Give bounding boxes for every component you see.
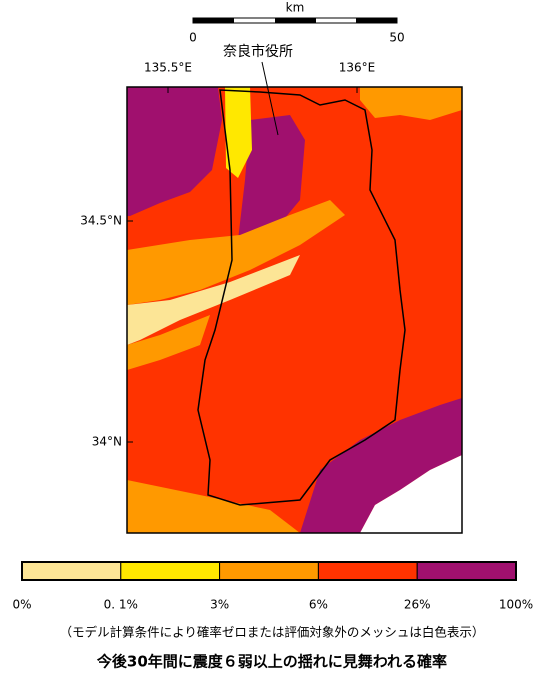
map [126,61,463,534]
scale-start: 0 [189,31,197,45]
note: （モデル計算条件により確率ゼロまたは評価対象外のメッシュは白色表示） [60,625,485,640]
legend-label: 26% [404,598,431,612]
scale-end: 50 [389,31,404,45]
map-zone [225,87,252,178]
longitude-label: 135.5°E [144,61,192,75]
scale-unit: km [286,1,305,15]
title: 今後30年間に震度６弱以上の揺れに見舞われる確率 [96,653,447,671]
city-leader [261,61,279,136]
map-zone [360,87,462,120]
legend-swatch [120,561,221,581]
legend-swatch [219,561,319,581]
legend-swatch [317,561,418,581]
legend-label: 0. 1% [104,598,138,612]
prefecture-border [197,89,406,506]
map-zone [127,200,345,305]
map-frame [126,86,463,534]
legend-swatch [21,561,122,581]
map-no-data [360,455,462,533]
map-zone [127,255,300,345]
legend-label: 3% [210,598,229,612]
legend-swatch [416,561,517,581]
legend-frame [21,561,517,581]
map-zone [300,398,462,533]
longitude-label: 136°E [339,61,376,75]
scale-bar-segment [193,18,234,23]
map-zone [127,315,210,370]
scale-bar-segment [275,18,316,23]
legend-label: 100% [499,598,533,612]
latitude-label: 34.5°N [80,214,122,228]
map-zone [238,115,305,250]
legend-label: 0% [12,598,31,612]
legend: 0% 0. 1% 3% 6% 26% 100% [12,561,533,612]
legend-label: 6% [309,598,328,612]
latitude-label: 34°N [92,435,122,449]
city-label: 奈良市役所 [223,43,293,60]
map-zone [127,480,300,533]
map-zone [127,87,222,216]
scale-bar-segment [356,18,397,23]
